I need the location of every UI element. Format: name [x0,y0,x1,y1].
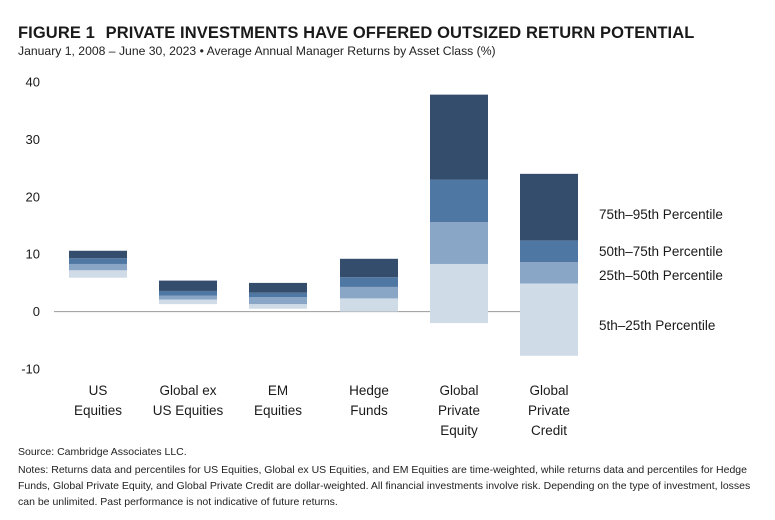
figure-subtitle: January 1, 2008 – June 30, 2023 • Averag… [18,44,496,58]
bar-segment-25-50 [249,297,307,305]
bar-segment-5-25 [430,263,488,324]
bar-segment-75-95 [340,258,398,278]
y-tick-label: 20 [26,189,40,204]
bar-segment-5-25 [159,299,217,305]
category-label: US Equities [74,383,122,418]
bar-segment-75-95 [520,173,578,241]
bar-segment-5-25 [520,283,578,356]
legend-label: 75th–95th Percentile [599,207,723,222]
bar-segment-50-75 [159,290,217,296]
bar-2 [249,282,307,309]
source-note: Source: Cambridge Associates LLC. [18,446,187,458]
y-tick-label: -10 [21,362,40,377]
bar-segment-50-75 [430,179,488,223]
bar-segment-75-95 [430,94,488,180]
bar-segment-5-25 [69,270,127,278]
bar-segment-25-50 [69,263,127,271]
y-tick-label: 0 [33,304,40,319]
y-axis-ticks: 40 30 20 10 0 -10 [21,75,40,377]
y-tick-label: 30 [26,132,40,147]
bar-segment-50-75 [249,292,307,298]
bar-segment-50-75 [340,277,398,287]
legend-label: 25th–50th Percentile [599,268,723,283]
bar-0 [69,250,127,278]
bar-segment-25-50 [430,222,488,264]
bar-segment-50-75 [69,258,127,264]
y-tick-label: 10 [26,247,40,262]
bar-4 [430,94,488,324]
bar-segment-5-25 [340,298,398,312]
category-label: EM Equities [254,383,302,418]
bar-segment-25-50 [520,262,578,284]
bar-3 [340,258,398,312]
percentile-bar-chart: 40 30 20 10 0 -10 US Equities Global ex US Equit… [21,75,723,439]
percentile-legend: 75th–95th Percentile 50th–75th Percentile… [599,207,723,333]
footnotes: Notes: Returns data and percentiles for … [18,464,751,508]
category-labels: US Equities Global ex US Equities EM Equities… [74,383,570,438]
bar-1 [159,280,217,305]
figure-title: FIGURE 1 PRIVATE INVESTMENTS HAVE OFFERE… [18,24,694,43]
bar-segment-75-95 [249,282,307,293]
bar-segment-75-95 [69,250,127,259]
bar-segment-50-75 [520,240,578,263]
bar-segment-25-50 [340,286,398,299]
legend-label: 50th–75th Percentile [599,244,723,259]
bar-segment-75-95 [159,280,217,291]
bar-5 [520,173,578,356]
category-label: Global Private Credit [528,383,570,438]
legend-label: 5th–25th Percentile [599,318,715,333]
category-label: Global Private Equity [438,383,480,438]
y-tick-label: 40 [26,75,40,90]
category-label: Global ex US Equities [153,383,224,418]
bar-segment-25-50 [159,295,217,300]
figure-title-text: PRIVATE INVESTMENTS HAVE OFFERED OUTSIZE… [105,24,695,42]
category-label: Hedge Funds [349,383,389,418]
figure-label: FIGURE 1 [18,24,95,42]
bars-group [69,94,578,356]
bar-segment-5-25 [249,304,307,309]
